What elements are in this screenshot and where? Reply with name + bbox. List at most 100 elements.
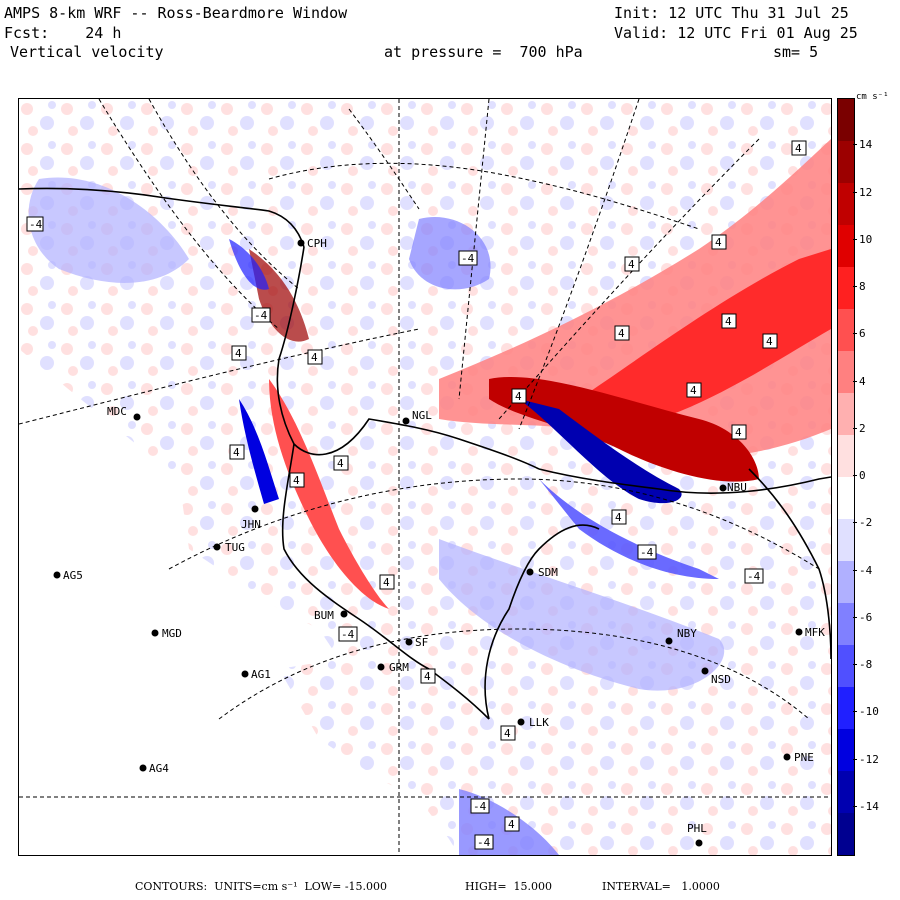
colorbar-tick-label: 4 bbox=[853, 375, 866, 388]
svg-text:4: 4 bbox=[715, 236, 722, 249]
colorbar-tick-label: -10 bbox=[853, 706, 879, 718]
colorbar-tick-label: 14 bbox=[853, 139, 872, 151]
colorbar-segment bbox=[838, 183, 854, 225]
map-canvas: CPH MDC NGL JHN TUG AG5 SDM BUM MGD GRM … bbox=[19, 99, 831, 855]
station-label: JHN bbox=[241, 518, 261, 531]
front-cluster bbox=[249, 249, 309, 342]
svg-text:-4: -4 bbox=[254, 309, 268, 322]
contour-label: -4 bbox=[637, 544, 657, 560]
station-label: NSD bbox=[711, 673, 731, 686]
contour-label: 4 bbox=[511, 388, 527, 404]
colorbar-tick-label: -4 bbox=[853, 564, 872, 577]
contour-label: 4 bbox=[500, 725, 516, 741]
colorbar-segment bbox=[838, 393, 854, 435]
contour-label: 4 bbox=[420, 668, 436, 684]
colorbar-tick-label: 10 bbox=[853, 233, 872, 246]
svg-text:4: 4 bbox=[735, 426, 742, 439]
contour-label: 4 bbox=[307, 349, 323, 365]
dipole-positive bbox=[489, 377, 759, 482]
station-label: CPH bbox=[307, 237, 327, 250]
contour-label: -4 bbox=[744, 568, 764, 584]
station-label: AG5 bbox=[63, 569, 83, 582]
svg-text:-4: -4 bbox=[341, 628, 355, 641]
svg-text:-4: -4 bbox=[747, 570, 761, 583]
svg-text:4: 4 bbox=[311, 351, 318, 364]
svg-text:4: 4 bbox=[293, 474, 300, 487]
graticule bbox=[19, 99, 831, 855]
svg-text:-4: -4 bbox=[640, 546, 654, 559]
svg-text:4: 4 bbox=[618, 327, 625, 340]
contour-label: -4 bbox=[458, 250, 478, 266]
contour-label: 4 bbox=[379, 574, 395, 590]
colorbar-segment bbox=[838, 351, 854, 393]
station-markers: CPH MDC NGL JHN TUG AG5 SDM BUM MGD GRM … bbox=[53, 237, 825, 847]
coastline bbox=[19, 187, 831, 720]
colorbar-ticks: 14 12 10 8 6 4 2 0 -2 -4 -6 -8 -10 -12 -14 bbox=[853, 98, 900, 854]
contour-label: 4 bbox=[791, 140, 807, 156]
blue-area-left bbox=[28, 177, 189, 283]
colorbar-segment bbox=[838, 267, 854, 309]
contour-label: 4 bbox=[611, 509, 627, 525]
colorbar-segment bbox=[838, 519, 854, 561]
svg-text:4: 4 bbox=[725, 315, 732, 328]
station-label: PNE bbox=[794, 751, 814, 764]
contour-labels: -4 4 4 4 4 -4 4 4 4 -4 4 4 4 4 4 4 4 -4 … bbox=[26, 140, 807, 850]
svg-text:4: 4 bbox=[615, 511, 622, 524]
svg-text:4: 4 bbox=[515, 390, 522, 403]
station-label: AG1 bbox=[251, 668, 271, 681]
contour-label: -4 bbox=[474, 834, 494, 850]
blue-area-south bbox=[439, 539, 725, 691]
station-label: NGL bbox=[412, 409, 432, 422]
contour-label: 4 bbox=[229, 444, 245, 460]
colorbar-tick-label: -6 bbox=[853, 611, 872, 624]
station-label: NBU bbox=[727, 481, 747, 494]
colorbar-tick-label: -2 bbox=[853, 517, 872, 529]
vertical-velocity-map: CPH MDC NGL JHN TUG AG5 SDM BUM MGD GRM … bbox=[18, 98, 832, 856]
contour-label: -4 bbox=[26, 216, 44, 232]
svg-text:4: 4 bbox=[424, 670, 431, 683]
colorbar bbox=[837, 98, 855, 856]
colorbar-tick-label: 8 bbox=[853, 281, 866, 293]
colorbar-segment bbox=[838, 309, 854, 351]
colorbar-segment bbox=[838, 645, 854, 687]
contour-label: -4 bbox=[470, 798, 490, 814]
svg-text:4: 4 bbox=[690, 384, 697, 397]
ascent-core bbox=[579, 249, 831, 423]
colorbar-segment bbox=[838, 771, 854, 813]
svg-text:-4: -4 bbox=[29, 218, 43, 231]
colorbar-segment bbox=[838, 603, 854, 645]
contour-label: 4 bbox=[289, 472, 305, 488]
colorbar-segment bbox=[838, 141, 854, 183]
svg-text:-4: -4 bbox=[477, 836, 491, 849]
svg-text:4: 4 bbox=[233, 446, 240, 459]
svg-text:4: 4 bbox=[337, 457, 344, 470]
station-label: MDC bbox=[107, 405, 127, 418]
smoothing: sm= 5 bbox=[773, 43, 819, 61]
contour-label: 4 bbox=[762, 333, 778, 349]
svg-text:4: 4 bbox=[628, 258, 635, 271]
station-label: BUM bbox=[314, 609, 334, 622]
station-label: MFK bbox=[805, 626, 825, 639]
contour-label: 4 bbox=[721, 313, 737, 329]
colorbar-segment bbox=[838, 435, 854, 477]
contour-label: 4 bbox=[731, 424, 747, 440]
colorbar-units: cm s⁻¹ bbox=[856, 92, 889, 102]
svg-text:4: 4 bbox=[383, 576, 390, 589]
colorbar-segment bbox=[838, 561, 854, 603]
front-positive bbox=[269, 379, 389, 609]
valid-time: Valid: 12 UTC Fri 01 Aug 25 bbox=[614, 24, 858, 42]
colorbar-segment bbox=[838, 225, 854, 267]
station-label: LLK bbox=[529, 716, 549, 729]
colorbar-segment bbox=[838, 813, 854, 855]
colorbar-tick-label: -14 bbox=[853, 800, 879, 813]
footer-high: HIGH= 15.000 bbox=[465, 880, 553, 893]
contour-label: 4 bbox=[504, 816, 520, 832]
svg-text:4: 4 bbox=[504, 727, 511, 740]
station-label: NBY bbox=[677, 627, 697, 640]
colorbar-tick-label: 6 bbox=[853, 328, 866, 340]
station-label: AG4 bbox=[149, 762, 169, 775]
svg-text:-4: -4 bbox=[461, 252, 475, 265]
colorbar-tick-label: 12 bbox=[853, 186, 872, 199]
blue-area-center bbox=[409, 217, 491, 290]
front-negative bbox=[239, 399, 279, 504]
